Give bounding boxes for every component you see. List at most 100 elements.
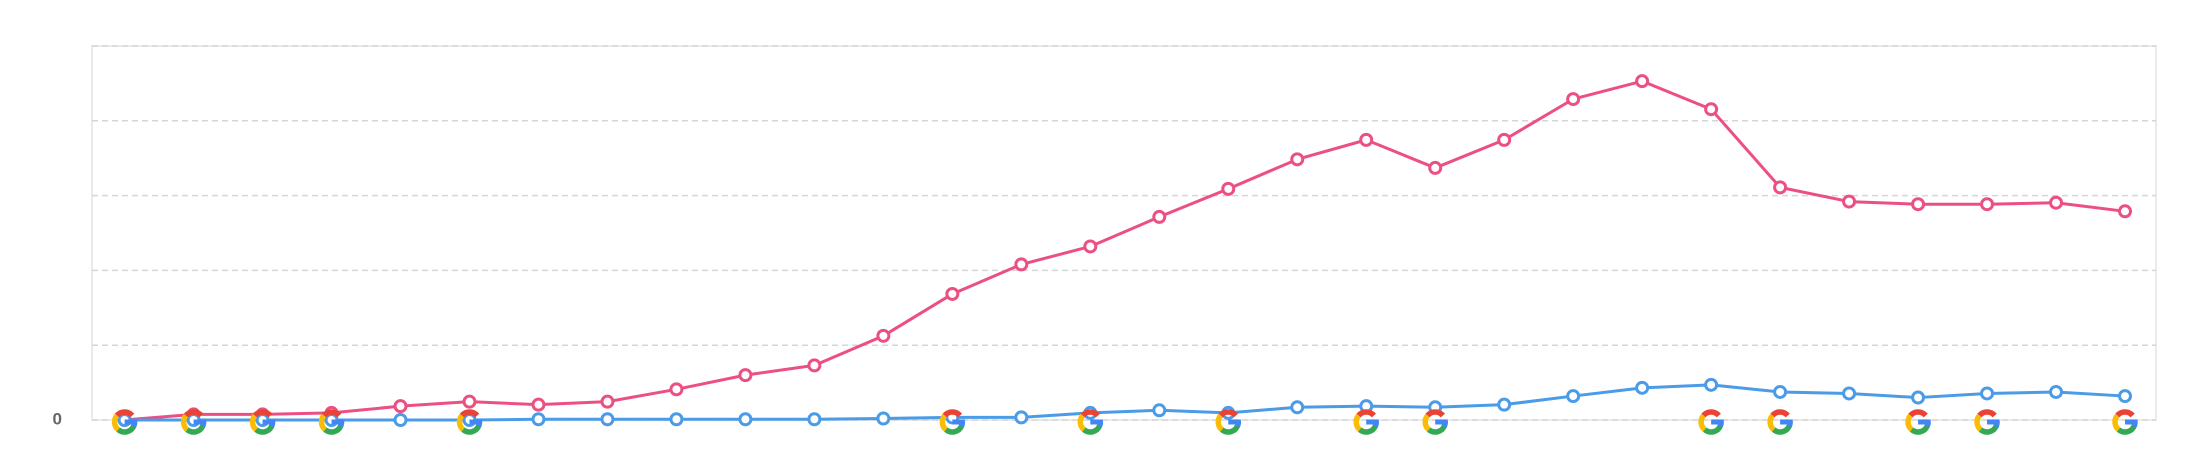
data-point	[945, 286, 960, 301]
icon-bar	[1228, 419, 1241, 425]
data-point	[1980, 197, 1995, 212]
icon-arc	[1974, 413, 1983, 432]
data-point	[807, 358, 822, 373]
icon-arc	[1356, 409, 1376, 418]
series-line	[124, 383, 2126, 422]
google-update-icon	[1353, 409, 1379, 435]
icon-arc	[2116, 424, 2137, 435]
google-update-icon	[939, 409, 966, 435]
data-point	[1014, 257, 1029, 272]
data-point	[1773, 180, 1788, 195]
data-point	[1497, 397, 1512, 412]
data-point	[393, 399, 408, 414]
icon-arc	[1698, 413, 1707, 432]
icon-arc	[252, 409, 273, 418]
data-point	[1290, 152, 1305, 167]
icon-bar	[193, 419, 207, 425]
data-point	[2049, 384, 2064, 399]
icon-arc	[185, 424, 206, 435]
google-update-icon	[1077, 409, 1104, 435]
icon-arc	[1422, 413, 1431, 432]
icon-bar	[1711, 419, 1724, 425]
icon-arc	[183, 409, 204, 418]
data-point	[876, 411, 891, 426]
data-point	[1290, 400, 1305, 415]
series-line	[124, 79, 2126, 422]
icon-bar	[1987, 419, 2000, 425]
y-tick-label: 0	[53, 409, 62, 428]
icon-arc	[1770, 409, 1790, 418]
icon-arc	[1905, 413, 1914, 432]
icon-arc	[461, 424, 482, 435]
data-point	[1566, 389, 1581, 404]
icon-arc	[249, 413, 259, 432]
icon-arc	[456, 413, 466, 432]
google-update-icon	[111, 409, 138, 435]
data-point	[1635, 74, 1650, 89]
data-point	[393, 413, 408, 427]
icon-arc	[2115, 409, 2135, 418]
icon-arc	[1909, 424, 1931, 435]
data-point	[1359, 132, 1374, 147]
data-point	[1842, 194, 1857, 209]
icon-arc	[1077, 413, 1086, 432]
data-point	[531, 397, 546, 412]
icon-bar	[331, 419, 345, 425]
icon-bar	[1435, 419, 1448, 425]
google-update-icon	[1698, 409, 1724, 435]
google-update-icon	[2112, 409, 2138, 435]
data-point	[1014, 410, 1029, 425]
data-point	[1152, 209, 1167, 224]
data-point	[1704, 102, 1719, 117]
icon-arc	[318, 413, 328, 432]
data-point	[1980, 386, 1995, 401]
data-point	[1773, 384, 1788, 399]
icon-arc	[1978, 424, 2000, 435]
data-point	[1635, 380, 1650, 395]
icon-arc	[1358, 424, 1379, 435]
data-point	[1221, 181, 1236, 196]
icon-bar	[262, 419, 276, 425]
icon-arc	[1080, 409, 1101, 418]
google-update-icon	[456, 409, 483, 435]
data-point	[462, 394, 477, 409]
data-point	[1497, 132, 1512, 147]
icon-arc	[1771, 424, 1793, 435]
data-point	[669, 382, 684, 397]
data-point	[738, 368, 753, 383]
icon-arc	[1218, 409, 1239, 418]
google-update-icon	[318, 409, 345, 435]
icon-bar	[1780, 419, 1793, 425]
data-point	[1911, 390, 1926, 405]
icon-arc	[1353, 413, 1362, 432]
icon-bar	[2125, 419, 2138, 425]
icon-arc	[944, 424, 965, 435]
data-point	[600, 412, 615, 427]
icon-arc	[114, 409, 135, 418]
icon-arc	[1767, 413, 1776, 432]
icon-arc	[1702, 424, 1724, 435]
icon-arc	[939, 413, 948, 432]
icon-arc	[459, 409, 480, 418]
icon-arc	[1215, 413, 1224, 432]
icon-bar	[124, 419, 138, 425]
icon-arc	[1220, 424, 1241, 435]
icon-bar	[1918, 419, 1931, 425]
data-point	[1428, 160, 1443, 175]
google-update-icon	[180, 409, 207, 435]
icon-arc	[116, 424, 137, 435]
google-update-icon	[1215, 409, 1242, 435]
icon-arc	[1082, 424, 1103, 435]
data-point	[1152, 403, 1167, 418]
google-update-icon	[1905, 409, 1931, 435]
icon-bar	[469, 419, 482, 425]
icon-arc	[2112, 413, 2121, 432]
google-update-icon	[1974, 409, 2000, 435]
icon-bar	[1090, 419, 1103, 425]
icon-arc	[942, 409, 963, 418]
icon-bar	[952, 419, 965, 425]
data-point	[1704, 377, 1719, 392]
icon-bar	[1366, 419, 1379, 425]
icon-arc	[180, 413, 190, 432]
